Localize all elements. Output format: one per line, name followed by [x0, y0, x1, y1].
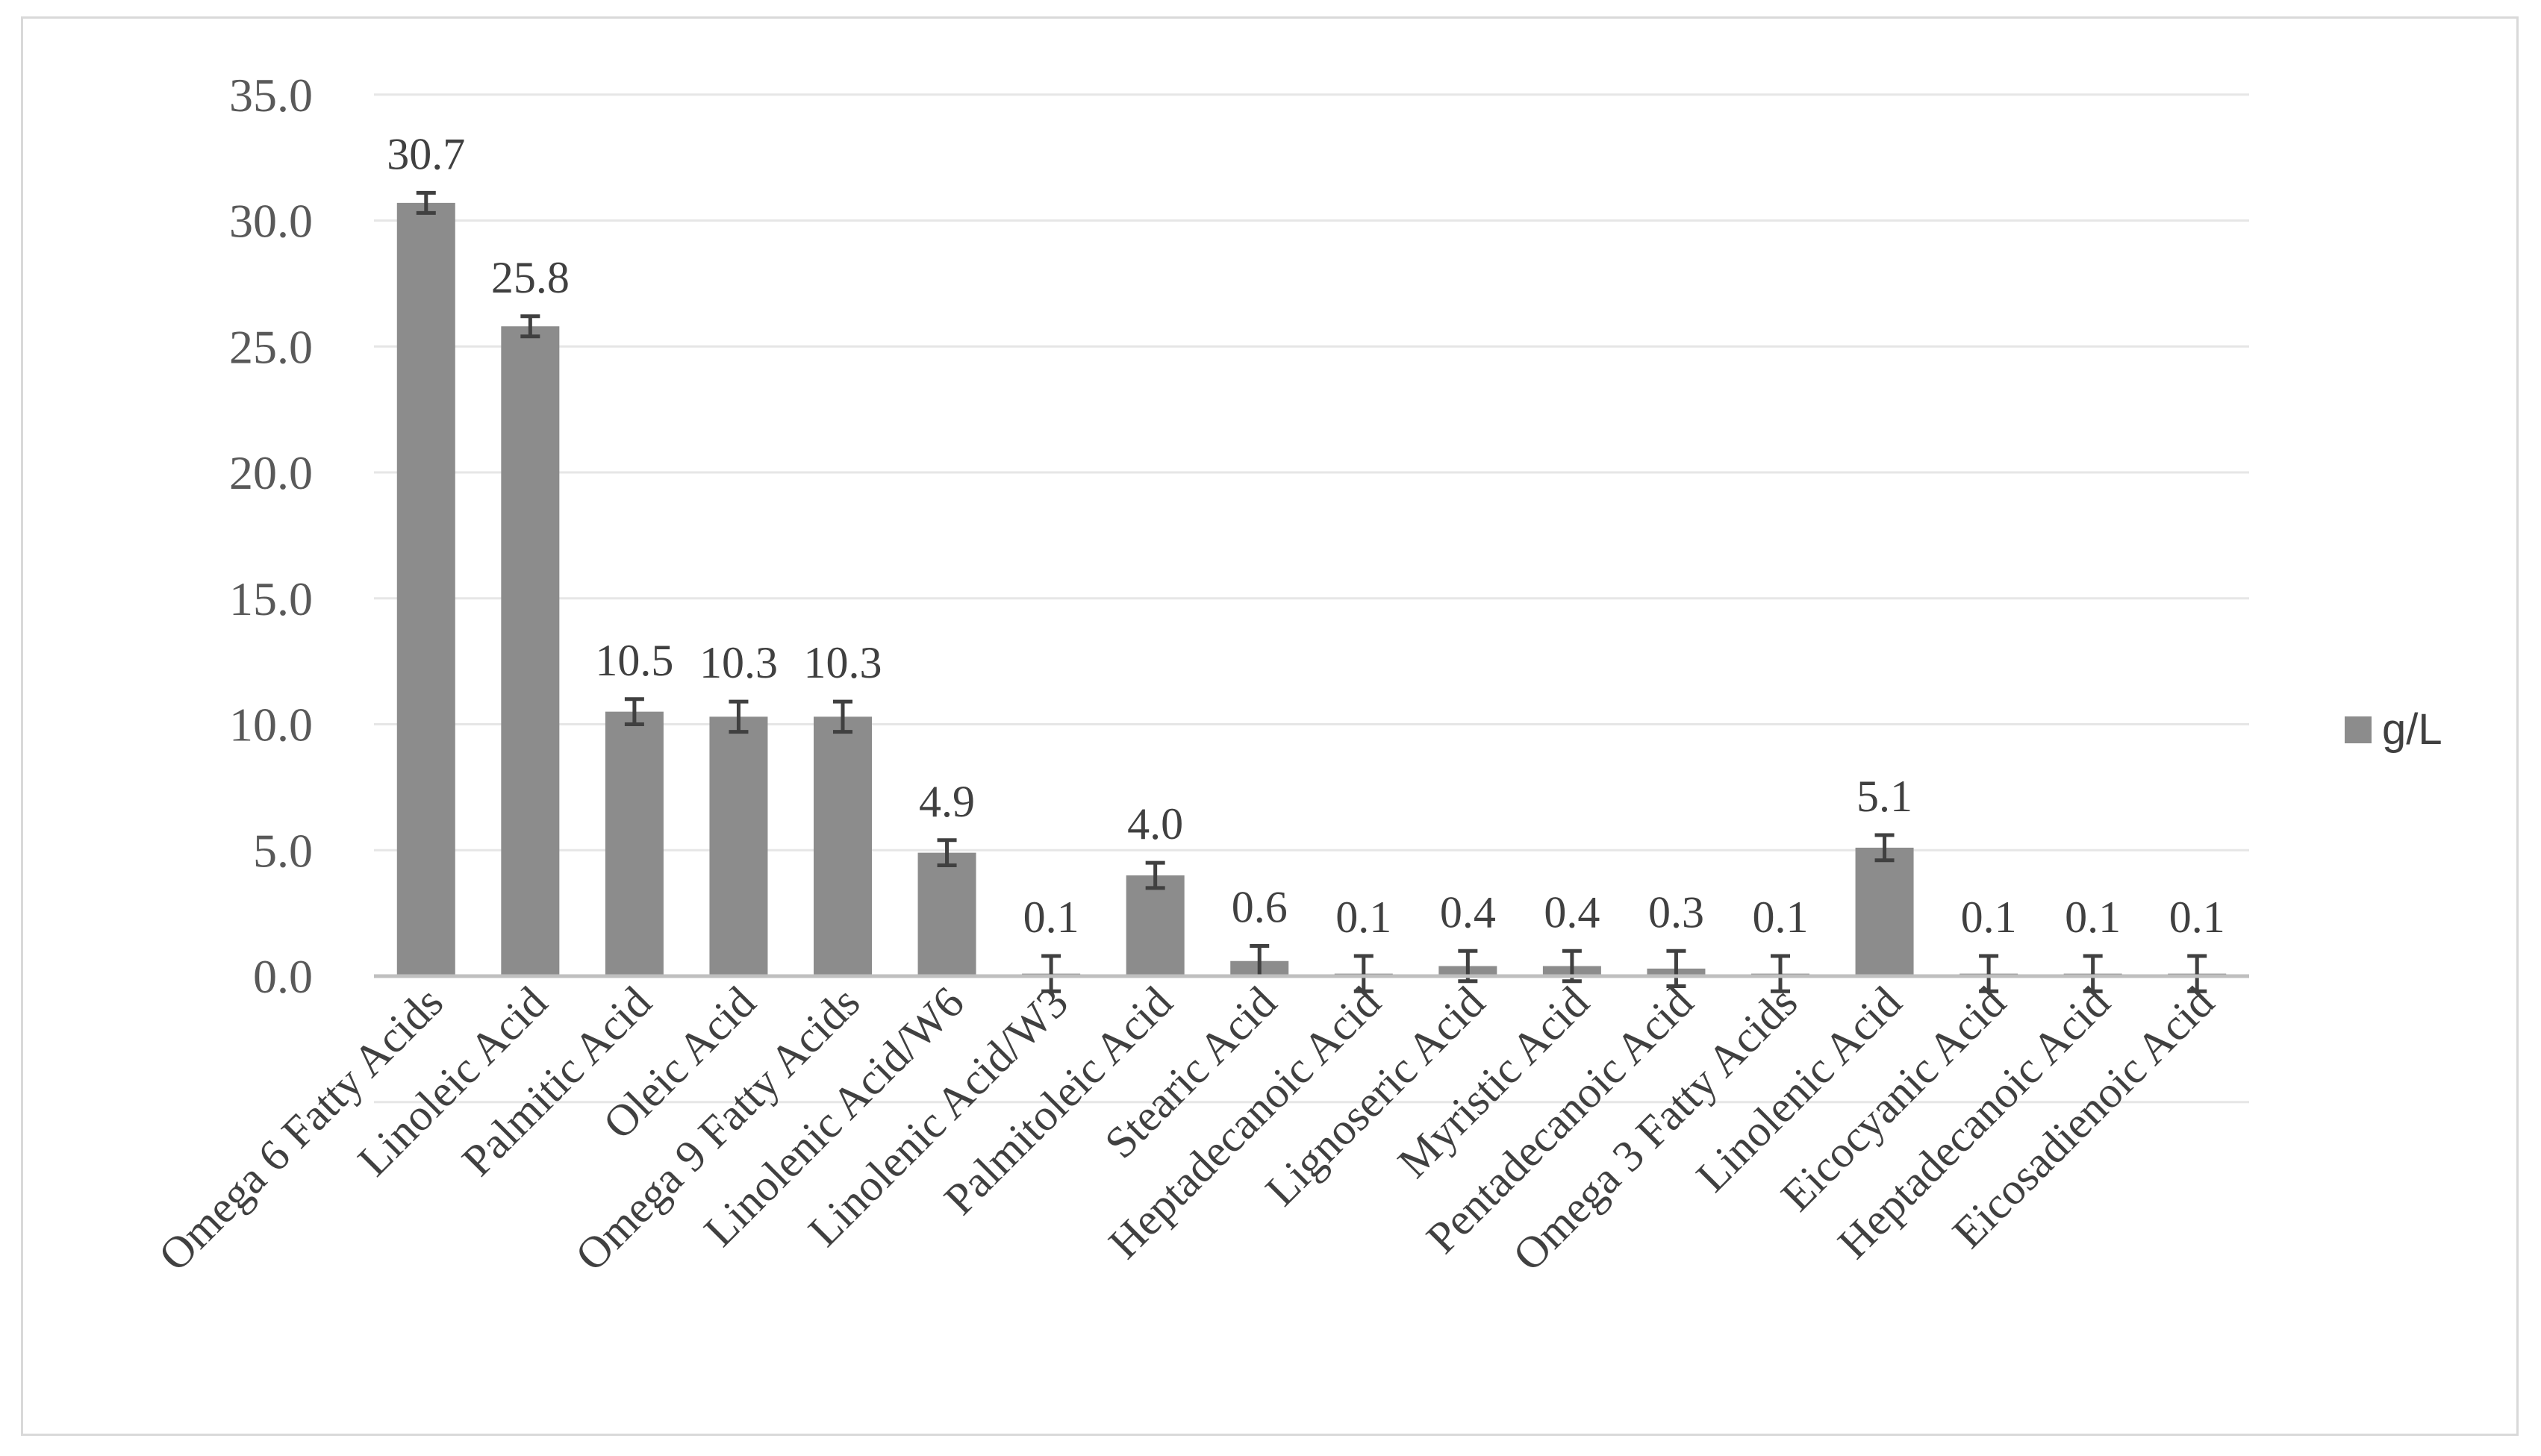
y-tick-label: 0.0	[253, 950, 313, 1003]
bar	[814, 716, 872, 976]
error-bar	[2083, 954, 2103, 993]
data-label: 0.1	[1023, 893, 1079, 942]
bar	[605, 711, 664, 976]
data-label: 10.3	[699, 638, 778, 687]
error-bar	[520, 314, 540, 339]
chart-frame: 0.0 5.0 10.0 15.0 20.0 25.0 30.0 35.0 30.7 25.8 1…	[21, 16, 2519, 1436]
bar	[709, 716, 768, 976]
legend-swatch	[2345, 716, 2372, 743]
bar	[917, 852, 976, 976]
data-label: 0.1	[1753, 893, 1809, 942]
error-bar	[833, 699, 852, 734]
y-tick-label: 35.0	[229, 69, 313, 122]
error-bar	[1771, 954, 1790, 993]
data-label: 0.1	[2169, 893, 2225, 942]
error-bar	[416, 190, 436, 215]
data-label: 10.5	[595, 636, 673, 685]
bar	[1855, 847, 1914, 976]
error-bar	[937, 838, 957, 867]
bar-chart: 0.0 5.0 10.0 15.0 20.0 25.0 30.0 35.0 30.7 25.8 1…	[149, 69, 2442, 1281]
bars	[396, 202, 2227, 976]
data-label: 5.1	[1856, 772, 1912, 821]
data-label: 4.0	[1127, 799, 1183, 849]
data-label: 25.8	[491, 253, 570, 302]
bar	[1126, 875, 1185, 976]
data-label: 0.1	[1335, 893, 1391, 942]
y-tick-label: 30.0	[229, 195, 313, 248]
legend-label: g/L	[2382, 705, 2442, 754]
gridlines	[374, 93, 2249, 1104]
error-bar	[729, 699, 749, 734]
y-tick-label: 20.0	[229, 446, 313, 499]
error-bar	[624, 697, 644, 726]
y-tick-label: 25.0	[229, 320, 313, 373]
error-bar	[2187, 954, 2207, 993]
y-tick-label: 10.0	[229, 699, 313, 752]
error-bars	[416, 190, 2207, 993]
error-bar	[1353, 954, 1374, 993]
error-bar	[1145, 860, 1165, 890]
error-bar	[1041, 954, 1061, 993]
y-tick-label: 5.0	[253, 824, 313, 877]
y-tick-label: 15.0	[229, 572, 313, 625]
data-label: 0.1	[1961, 893, 2017, 942]
bar	[396, 202, 455, 976]
error-bar	[1666, 949, 1686, 988]
error-bar	[1874, 833, 1895, 863]
data-label: 30.7	[387, 129, 465, 178]
data-labels: 30.7 25.8 10.5 10.3 10.3 4.9 0.1 4.0 0.6 0.1 0.4 0.…	[387, 129, 2224, 942]
legend: g/L	[2345, 705, 2442, 754]
error-bar	[1979, 954, 1999, 993]
data-label: 0.1	[2065, 893, 2121, 942]
bar	[501, 326, 560, 976]
data-label: 10.3	[804, 638, 882, 687]
data-label: 0.4	[1544, 887, 1600, 937]
y-axis-tick-labels: 0.0 5.0 10.0 15.0 20.0 25.0 30.0 35.0	[229, 69, 313, 1003]
data-label: 0.4	[1440, 887, 1496, 937]
data-label: 0.3	[1648, 887, 1704, 937]
data-label: 0.6	[1232, 883, 1288, 932]
data-label: 4.9	[919, 777, 975, 826]
